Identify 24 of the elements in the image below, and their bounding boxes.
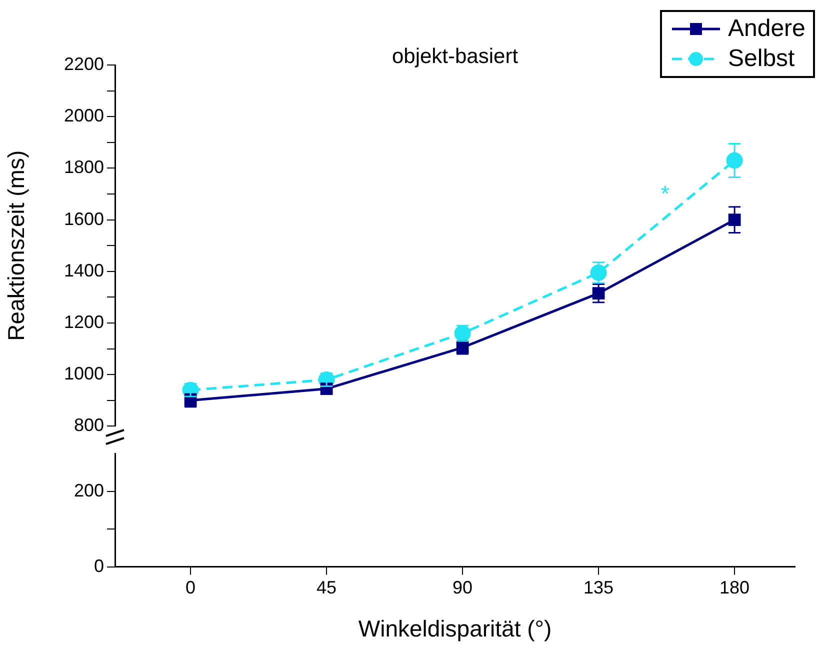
annotation: * xyxy=(660,181,670,206)
y-tick-label: 800 xyxy=(74,415,104,436)
legend-label: Selbst xyxy=(728,45,795,73)
y-tick-label: 1400 xyxy=(64,260,104,280)
y-tick-label: 1800 xyxy=(64,157,104,178)
x-tick-label: 90 xyxy=(452,578,473,598)
y-axis-title: Reaktionszeit (ms) xyxy=(3,150,30,341)
y-tick-label: 1000 xyxy=(64,364,104,384)
point xyxy=(726,152,743,169)
x-tick-label: 0 xyxy=(186,578,196,598)
legend-label: Andere xyxy=(728,15,806,43)
y-tick-label: 1200 xyxy=(64,312,104,332)
y-tick-label: 2000 xyxy=(64,106,104,126)
y-tick-label: 0 xyxy=(94,556,104,576)
x-tick-label: 180 xyxy=(720,578,750,598)
x-tick-label: 45 xyxy=(316,578,337,598)
y-tick-label: 1600 xyxy=(64,208,104,229)
y-tick-label: 2200 xyxy=(64,54,104,74)
chart-title: objekt-basiert xyxy=(392,44,518,68)
point xyxy=(728,214,741,226)
x-tick-label: 135 xyxy=(584,578,614,598)
x-axis-title: Winkeldisparität (°) xyxy=(358,616,552,642)
point xyxy=(590,264,607,281)
y-tick-label: 200 xyxy=(74,480,104,500)
